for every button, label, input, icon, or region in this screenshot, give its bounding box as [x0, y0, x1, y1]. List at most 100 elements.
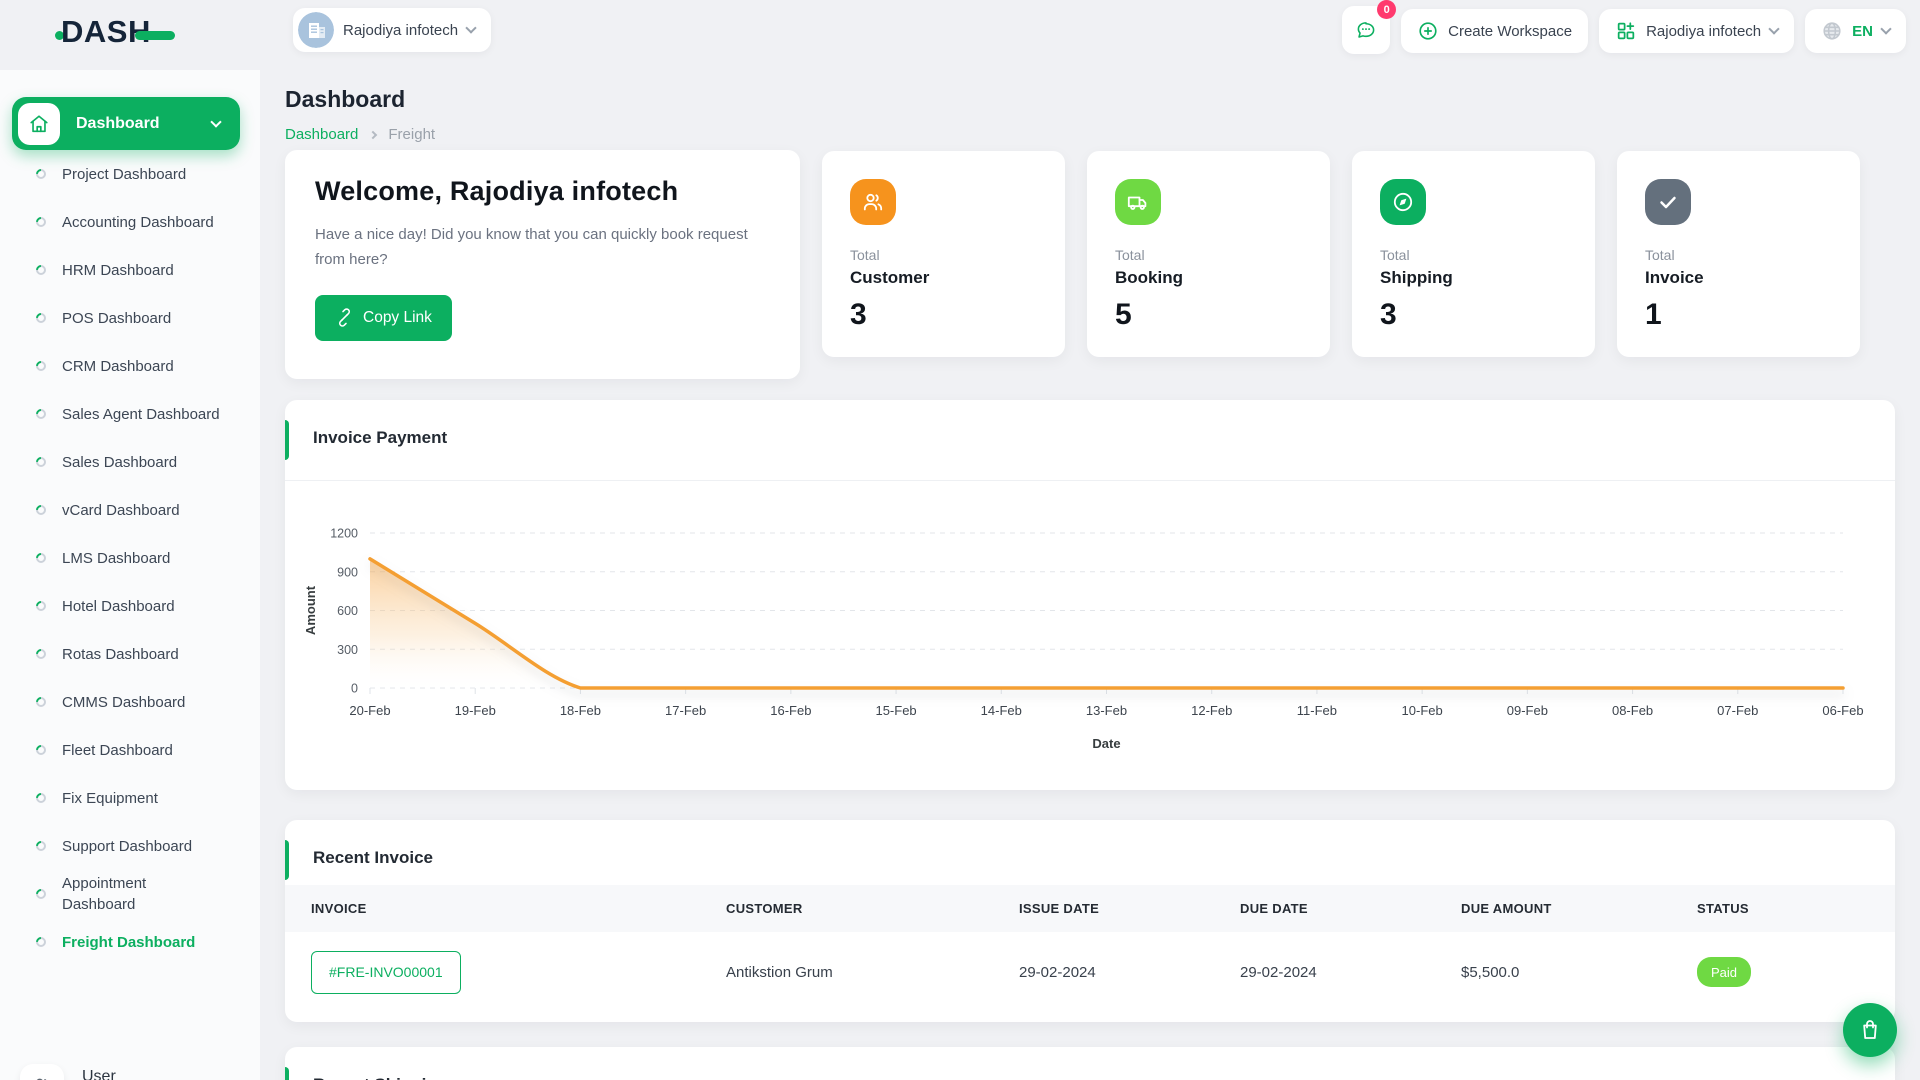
sidebar-item-project-dashboard[interactable]: Project Dashboard	[0, 150, 260, 198]
copy-link-button[interactable]: Copy Link	[315, 294, 452, 341]
svg-text:14-Feb: 14-Feb	[981, 703, 1022, 718]
sidebar-item-rotas-dashboard[interactable]: Rotas Dashboard	[0, 630, 260, 678]
sidebar-item-fix-equipment[interactable]: Fix Equipment	[0, 774, 260, 822]
bullet-icon	[33, 790, 49, 806]
sidebar-group-dashboard[interactable]: Dashboard	[12, 97, 240, 150]
stat-value: 3	[850, 298, 867, 331]
breadcrumb-dashboard-link[interactable]: Dashboard	[285, 126, 359, 143]
sidebar-item-fleet-dashboard[interactable]: Fleet Dashboard	[0, 726, 260, 774]
bullet-icon	[33, 694, 49, 710]
svg-text:09-Feb: 09-Feb	[1507, 703, 1548, 718]
svg-text:06-Feb: 06-Feb	[1822, 703, 1863, 718]
customer-cell: Antikstion Grum	[726, 963, 833, 981]
create-workspace-label: Create Workspace	[1448, 22, 1573, 40]
welcome-title: Welcome, Rajodiya infotech	[315, 176, 679, 206]
sidebar-item-label: Project Dashboard	[62, 165, 187, 183]
sidebar-group-label: Dashboard	[76, 114, 160, 132]
column-header: INVOICE	[311, 901, 367, 916]
bullet-icon	[33, 838, 49, 854]
main-content: Dashboard Dashboard Freight Welcome, Raj…	[285, 70, 1895, 1080]
status-badge: Paid	[1697, 957, 1752, 987]
stat-name: Customer	[850, 268, 930, 287]
svg-text:16-Feb: 16-Feb	[770, 703, 811, 718]
sidebar-item-appointment-dashboard[interactable]: Appointment Dashboard	[0, 870, 260, 918]
chat-icon	[1355, 19, 1377, 41]
stat-label: Total	[850, 247, 880, 263]
stat-value: 5	[1115, 298, 1132, 331]
stat-label: Total	[1380, 247, 1410, 263]
link-icon	[335, 308, 354, 327]
sidebar-item-cmms-dashboard[interactable]: CMMS Dashboard	[0, 678, 260, 726]
language-code: EN	[1852, 22, 1873, 40]
sidebar-item-sales-dashboard[interactable]: Sales Dashboard	[0, 438, 260, 486]
sidebar-item-label: Hotel Dashboard	[62, 597, 175, 615]
bullet-icon	[33, 262, 49, 278]
section-title: Recent Invoice	[313, 848, 433, 867]
svg-text:18-Feb: 18-Feb	[560, 703, 601, 718]
welcome-subtitle: Have a nice day! Did you know that you c…	[315, 226, 748, 268]
sidebar-item-hotel-dashboard[interactable]: Hotel Dashboard	[0, 582, 260, 630]
column-header: STATUS	[1697, 901, 1749, 916]
sidebar-item-sales-agent-dashboard[interactable]: Sales Agent Dashboard	[0, 390, 260, 438]
workspace-avatar	[298, 12, 334, 48]
workspace-selector[interactable]: Rajodiya infotech	[293, 8, 492, 52]
stat-label: Total	[1645, 247, 1675, 263]
svg-text:17-Feb: 17-Feb	[665, 703, 706, 718]
messages-button[interactable]: 0	[1342, 0, 1397, 54]
sidebar-item-label: Appointment Dashboard	[62, 875, 147, 913]
divider	[285, 480, 1895, 481]
invoice-number-link[interactable]: #FRE-INVO00001	[311, 950, 461, 994]
sidebar-item-vcard-dashboard[interactable]: vCard Dashboard	[0, 486, 260, 534]
workspace-switcher-label: Rajodiya infotech	[1646, 22, 1762, 40]
sidebar-item-lms-dashboard[interactable]: LMS Dashboard	[0, 534, 260, 582]
sidebar-menu: Project Dashboard Accounting Dashboard HRM…	[0, 150, 260, 966]
bullet-icon	[33, 454, 49, 470]
sidebar-item-freight-dashboard[interactable]: Freight Dashboard	[0, 918, 260, 966]
copy-link-label: Copy Link	[363, 308, 432, 326]
svg-text:07-Feb: 07-Feb	[1717, 703, 1758, 718]
bullet-icon	[33, 310, 49, 326]
sidebar-item-user-management[interactable]: User Management	[0, 1062, 260, 1080]
sidebar-item-label: Fix Equipment	[62, 789, 158, 807]
workspace-switcher[interactable]: Rajodiya infotech	[1599, 9, 1795, 53]
bullet-icon	[33, 502, 49, 518]
cart-fab-button[interactable]	[1843, 1003, 1897, 1057]
sidebar-footer-label: User Management	[82, 1068, 116, 1080]
invoice-payment-card: Invoice Payment 0 300 600 900 1200 20-Feb 19-F…	[285, 400, 1895, 790]
recent-invoice-card: Recent Invoice INVOICE CUSTOMER ISSUE DATE…	[285, 820, 1895, 1022]
grid-plus-icon	[1615, 20, 1637, 42]
sidebar-item-label: Rotas Dashboard	[62, 645, 179, 663]
svg-text:10-Feb: 10-Feb	[1402, 703, 1443, 718]
sidebar-item-label: Accounting Dashboard	[62, 213, 214, 231]
svg-text:Amount: Amount	[303, 585, 318, 635]
users-icon	[850, 179, 896, 225]
shopping-bag-icon	[1858, 1018, 1882, 1042]
sidebar-item-pos-dashboard[interactable]: POS Dashboard	[0, 294, 260, 342]
invoice-payment-chart[interactable]: 0 300 600 900 1200 20-Feb 19-Feb 18-Feb 17-Feb 16…	[285, 480, 1895, 790]
sidebar-item-crm-dashboard[interactable]: CRM Dashboard	[0, 342, 260, 390]
sidebar-item-label: Fleet Dashboard	[62, 741, 173, 759]
sidebar-item-label: POS Dashboard	[62, 309, 172, 327]
sidebar-item-support-dashboard[interactable]: Support Dashboard	[0, 822, 260, 870]
compass-icon	[1380, 179, 1426, 225]
section-accent-bar	[285, 1067, 289, 1080]
sidebar-item-hrm-dashboard[interactable]: HRM Dashboard	[0, 246, 260, 294]
users-icon	[20, 1064, 64, 1080]
bullet-icon	[33, 166, 49, 182]
create-workspace-button[interactable]: Create Workspace	[1401, 9, 1589, 53]
svg-text:600: 600	[337, 604, 358, 618]
app-logo[interactable]: DASH	[55, 14, 175, 50]
bullet-icon	[33, 406, 49, 422]
sidebar-item-label: Sales Agent Dashboard	[62, 405, 220, 423]
breadcrumb-current: Freight	[388, 126, 436, 143]
chevron-down-icon	[1880, 23, 1892, 35]
sidebar-item-accounting-dashboard[interactable]: Accounting Dashboard	[0, 198, 260, 246]
sidebar-item-label: Sales Dashboard	[62, 453, 178, 471]
section-accent-bar	[285, 420, 289, 460]
sidebar-item-label: vCard Dashboard	[62, 501, 180, 519]
breadcrumb: Dashboard Freight	[285, 126, 435, 143]
svg-text:19-Feb: 19-Feb	[455, 703, 496, 718]
language-selector[interactable]: EN	[1805, 9, 1906, 53]
svg-text:Date: Date	[1092, 736, 1120, 751]
section-title: Recent Shipping	[313, 1075, 447, 1080]
